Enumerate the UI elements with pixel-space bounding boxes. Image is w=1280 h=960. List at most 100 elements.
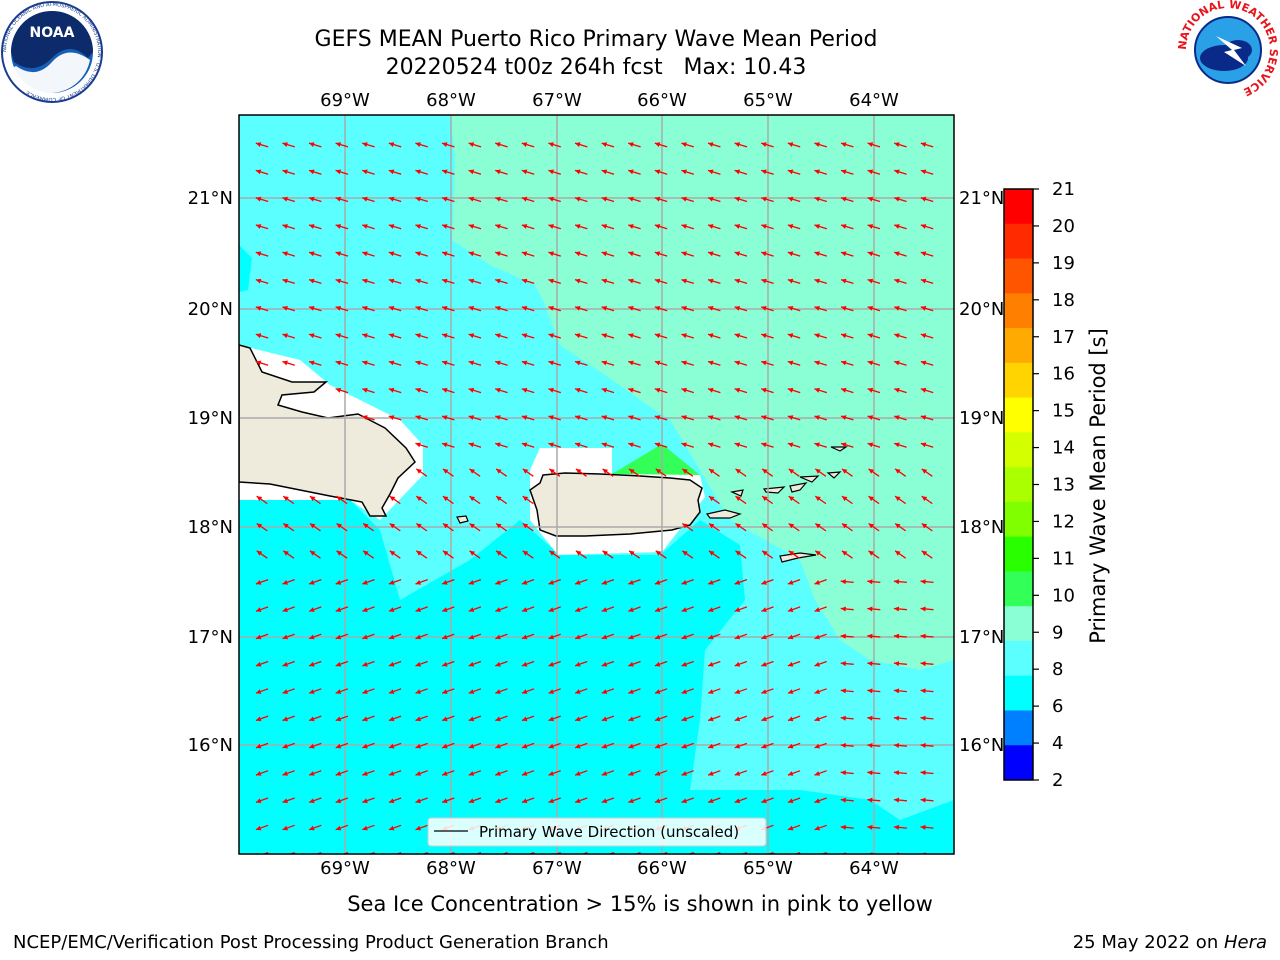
wave-arrow-head (601, 142, 608, 147)
wave-arrow-head (495, 689, 501, 694)
noaa-logo-text: NOAA (30, 25, 75, 41)
wave-arrow-head (495, 333, 501, 339)
wave-arrow-head (601, 634, 608, 640)
wave-arrow-head (788, 468, 795, 474)
wave-arrow-head (708, 415, 714, 420)
wave-arrow-head (681, 743, 687, 749)
wave-arrow-head (336, 550, 342, 556)
wave-arrow-head (654, 771, 661, 776)
wave-arrow-head (920, 661, 926, 667)
legend-label: Primary Wave Direction (unscaled) (479, 823, 739, 841)
wave-arrow-head (814, 278, 820, 284)
wave-arrow-head (920, 278, 927, 284)
wave-arrow-head (495, 306, 501, 311)
wave-arrow-head (496, 523, 502, 529)
wave-arrow-head (894, 169, 900, 175)
wave-arrow-head (521, 196, 528, 202)
wave-arrow-head (921, 550, 928, 556)
wave-arrow-head (868, 550, 874, 556)
wave-arrow-head (442, 607, 448, 612)
wave-arrow-head (841, 442, 847, 448)
wave-arrow-head (867, 715, 873, 721)
wave-arrow-head (894, 360, 900, 366)
wave-arrow-head (442, 278, 448, 284)
wave-arrow-head (442, 142, 448, 147)
wave-arrow-head (841, 415, 847, 420)
wave-arrow-head (442, 743, 448, 749)
wave-arrow-head (442, 169, 448, 175)
colorbar-segment (1004, 293, 1033, 329)
wave-arrow-head (840, 606, 846, 612)
wave-arrow-head (708, 278, 714, 284)
wave-arrow-head (335, 798, 342, 804)
wave-arrow-head (335, 771, 342, 776)
wave-arrow-head (708, 196, 714, 202)
wave-arrow-head (415, 196, 421, 202)
colorbar-tick-label: 8 (1052, 659, 1063, 680)
wave-arrow-head (682, 550, 688, 556)
wave-arrow-head (415, 278, 421, 284)
wave-arrow-head (814, 333, 820, 339)
wave-arrow-head (867, 579, 873, 585)
wave-arrow-head (602, 550, 608, 556)
wave-arrow-head (761, 607, 767, 612)
wave-arrow-head (256, 523, 263, 529)
wave-arrow-head (416, 468, 422, 474)
wave-arrow-head (522, 523, 529, 529)
wave-direction-arrows (255, 142, 934, 854)
wave-arrow-head (309, 523, 316, 529)
wave-arrow-head (415, 771, 421, 776)
wave-arrow-head (575, 142, 581, 147)
wave-arrow-head (495, 580, 501, 585)
wave-arrow-head (548, 415, 554, 420)
wave-arrow-head (814, 689, 820, 694)
wave-arrow-head (628, 442, 634, 448)
wave-arrow-head (761, 743, 767, 749)
wave-arrow-head (283, 523, 289, 529)
wave-arrow-head (548, 196, 554, 202)
wave-arrow-head (681, 169, 687, 175)
wave-arrow-head (468, 415, 475, 420)
wave-arrow-head (867, 770, 873, 776)
wave-arrow-head (787, 634, 794, 640)
wave-arrow-head (362, 278, 368, 284)
wave-arrow-head (920, 579, 926, 585)
wave-arrow-head (815, 496, 821, 502)
colorbar-tick-label: 2 (1052, 770, 1063, 791)
wave-arrow-head (442, 716, 448, 722)
wave-arrow-head (442, 224, 448, 229)
wave-arrow-head (628, 142, 634, 147)
wave-arrow-head (894, 415, 900, 420)
wave-arrow-head (628, 169, 634, 175)
wave-arrow-head (362, 634, 368, 640)
wave-arrow-head (654, 689, 661, 694)
wave-arrow-head (761, 771, 767, 776)
wave-arrow-head (575, 661, 581, 667)
wave-arrow-head (601, 306, 608, 311)
wave-arrow-head (521, 580, 528, 585)
wave-arrow-head (495, 716, 501, 722)
wave-arrow-head (734, 196, 741, 202)
wave-arrow-head (893, 824, 900, 830)
wave-arrow-head (815, 523, 821, 529)
wave-arrow-head (814, 716, 820, 722)
wave-arrow-head (654, 196, 661, 202)
wave-arrow-head (282, 771, 288, 776)
wave-arrow-head (442, 634, 448, 640)
colorbar (1004, 189, 1033, 781)
wave-arrow-head (628, 278, 634, 284)
wave-arrow-head (363, 523, 369, 529)
wave-arrow-head (681, 142, 687, 147)
wave-arrow-head (761, 196, 767, 202)
wave-arrow-head (681, 634, 687, 640)
wave-arrow-head (388, 661, 395, 667)
wave-arrow-head (601, 580, 608, 585)
wave-arrow-head (628, 689, 634, 694)
colorbar-segment (1004, 501, 1033, 538)
wave-arrow-head (282, 743, 288, 749)
wave-arrow-head (548, 333, 554, 339)
wave-arrow-head (575, 278, 581, 284)
wave-arrow-head (601, 360, 608, 366)
wave-arrow-head (841, 360, 847, 366)
wave-arrow-head (335, 825, 342, 831)
